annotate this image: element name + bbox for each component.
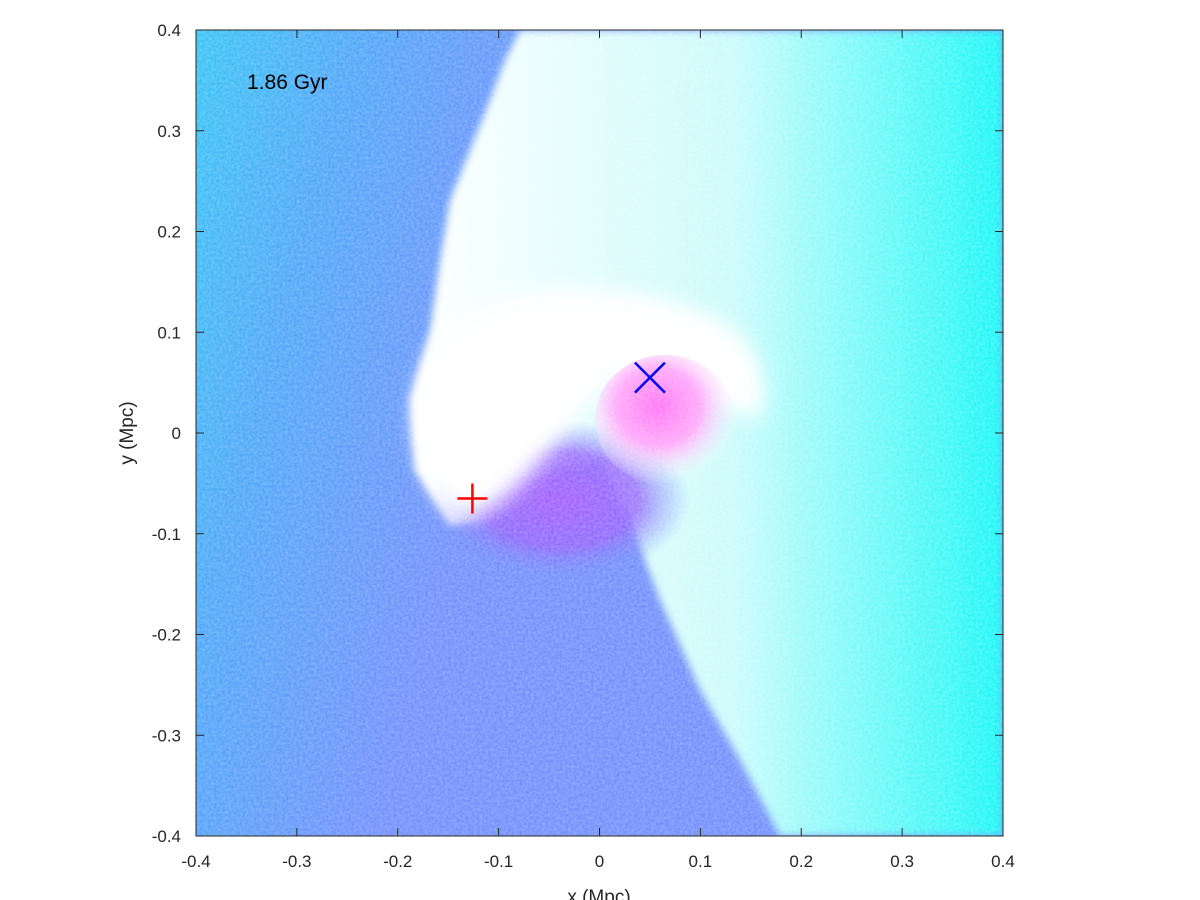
heatmap-speckle [196,30,1003,836]
x-tick-label: 0.4 [991,852,1015,871]
y-tick-label: -0.4 [152,827,181,846]
y-tick-label: 0.4 [157,21,181,40]
y-tick-label: 0.2 [157,223,181,242]
x-tick-label: -0.2 [383,852,412,871]
x-tick-label: -0.4 [181,852,210,871]
x-tick-label: -0.1 [484,852,513,871]
x-tick-label: 0 [595,852,604,871]
cross-marker [634,361,666,394]
x-axis: -0.4 -0.3 -0.2 -0.1 0 0.1 0.2 0.3 0.4 [181,30,1015,871]
x-tick-label: -0.3 [282,852,311,871]
y-tick-label: 0 [172,424,181,443]
plus-marker [457,483,488,514]
y-tick-label: -0.2 [152,626,181,645]
y-tick-label: -0.1 [152,525,181,544]
x-tick-label: 0.3 [890,852,914,871]
x-tick-label: 0.2 [789,852,813,871]
x-tick-label: 0.1 [689,852,713,871]
y-tick-label: -0.3 [152,726,181,745]
y-tick-label: 0.1 [157,323,181,342]
markers-layer [457,361,666,514]
y-tick-label: 0.3 [157,122,181,141]
x-axis-label: x (Mpc) [567,887,630,900]
time-annotation: 1.86 Gyr [247,71,328,94]
y-axis-label: y (Mpc) [117,401,138,464]
density-heatmap [196,30,1003,836]
y-axis: -0.4 -0.3 -0.2 -0.1 0 0.1 0.2 0.3 0.4 [152,21,1003,846]
